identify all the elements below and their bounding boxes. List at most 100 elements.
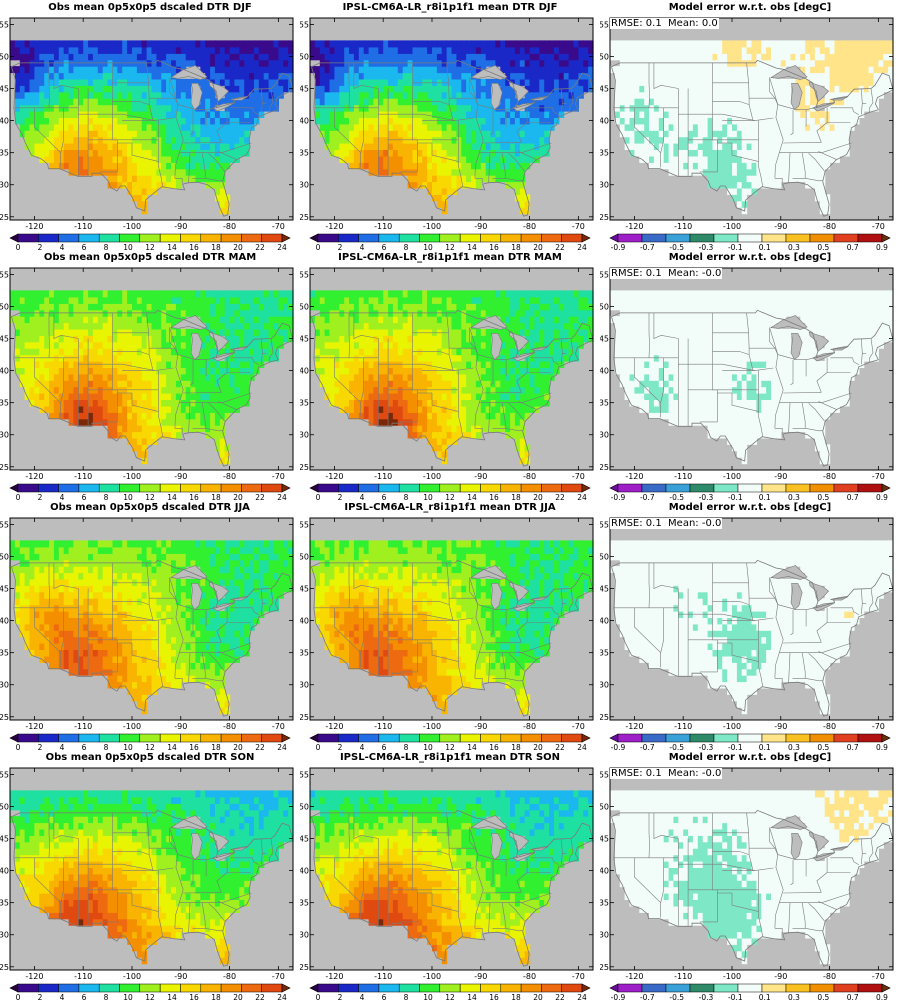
colorbar-label: 16 [189,243,199,250]
state-border [422,867,474,871]
state-border [505,428,523,432]
x-tick-label: -90 [474,222,487,231]
colorbar-label: 10 [123,993,133,1000]
x-tick-label: -110 [74,972,92,981]
state-border [183,142,222,144]
state-border [208,403,225,422]
state-border [526,607,551,623]
state-border [805,678,823,682]
state-border [769,827,815,860]
colorbar-high-arrow [581,483,591,493]
state-border [34,857,61,903]
state-border [792,652,806,679]
colorbar-box [500,983,522,993]
colorbar-box [241,233,262,243]
state-border [678,113,755,121]
dtr-colorbar: 0 2 4 6 8 10 12 14 16 18 20 22 24 [9,483,291,500]
state-border [569,838,574,863]
colorbar-label: 22 [255,743,265,750]
y-tick-label: 55 [300,270,309,279]
map-frame [9,17,294,221]
colorbar-box [378,733,400,743]
colorbar-box [180,733,202,743]
y-tick-label: 55 [0,270,9,279]
colorbar-label: 18 [511,493,521,500]
country-border [611,559,894,717]
colorbar-low-arrow [609,483,619,493]
state-border [122,617,174,621]
x-tick-label: -90 [774,722,787,731]
state-border [792,402,806,429]
colorbar-box [439,233,461,243]
state-border [378,113,455,121]
colorbar-box [500,483,522,493]
state-border [818,401,838,410]
colorbar-label: 22 [555,493,565,500]
state-border [469,77,515,110]
colorbar-label: 10 [423,743,433,750]
colorbar-label: 20 [533,493,543,500]
colorbar-label: 22 [555,743,565,750]
colorbar-box [541,233,562,243]
state-border [353,62,379,89]
colorbar-label: 2 [338,993,343,1000]
colorbar-box [38,483,59,493]
state-border [53,812,79,839]
colorbar-box [78,483,100,493]
colorbar-box [58,733,80,743]
x-tick-label: -70 [872,472,885,481]
state-border [412,601,450,605]
state-border [505,178,523,182]
y-tick-label: 45 [300,835,309,844]
colorbar-box [358,983,380,993]
colorbar-box [98,983,120,993]
colorbar-label: 12 [445,493,455,500]
y-tick-label: 45 [600,585,609,594]
y-tick-label: 40 [300,117,309,126]
state-border [731,643,759,662]
x-tick-label: -80 [223,222,236,231]
state-border [112,101,150,105]
colorbar-box [398,733,420,743]
colorbar-box [58,983,80,993]
colorbar-box [480,983,502,993]
colorbar-box [419,733,441,743]
colorbar-label: 4 [60,743,65,750]
state-border [808,153,825,172]
colorbar-label: 10 [423,993,433,1000]
x-tick-label: -120 [625,972,643,981]
y-tick-label: 25 [600,463,609,472]
colorbar-label: 14 [467,743,477,750]
colorbar-box [617,983,643,993]
state-border [360,107,364,168]
map-frame [309,267,594,471]
x-tick-label: -120 [625,722,643,731]
y-tick-label: 50 [0,52,9,61]
y-tick-label: 40 [0,617,9,626]
state-border [653,62,679,89]
colorbar-box [480,233,502,243]
state-border [805,928,823,932]
colorbar-box [317,983,339,993]
y-tick-label: 25 [0,713,9,722]
country-border [311,59,594,217]
colorbar-label: 0.3 [788,993,800,1000]
dtr-colorbar: 0 2 4 6 8 10 12 14 16 18 20 22 24 [9,983,291,1000]
map-frame [9,267,294,471]
state-border [169,77,215,110]
x-tick-label: -120 [25,722,43,731]
state-border [469,827,515,860]
colorbar-label: 0.1 [759,493,771,500]
y-tick-label: 40 [0,117,9,126]
colorbar-label: -0.5 [669,493,684,500]
colorbar-box [220,983,242,993]
colorbar-box [561,733,583,743]
y-tick-label: 30 [300,431,309,440]
x-tick-label: -80 [523,472,536,481]
map-field [610,768,894,970]
y-tick-label: 45 [0,585,9,594]
state-border [474,928,483,934]
state-border [712,101,750,105]
map-frame [309,17,594,221]
